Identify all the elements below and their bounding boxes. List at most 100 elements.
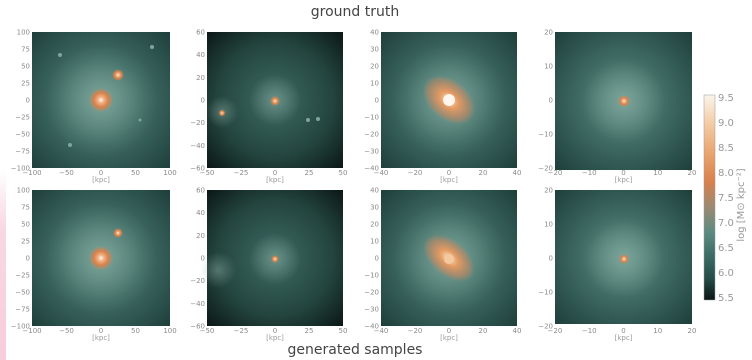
colorbar-tick: 6.0 [718,268,734,279]
x-tick-label: −20 [408,169,423,177]
y-tick-label: −20 [364,131,379,139]
y-tick-label: −40 [190,300,205,308]
y-tick-label: 60 [196,29,205,37]
y-tick-label: −10 [364,272,379,280]
colorbar-tick: 6.5 [718,243,734,254]
y-tick-label: −25 [15,272,30,280]
y-tick-label: 50 [21,221,30,229]
y-tick-label: 40 [370,187,379,195]
x-tick-label: 20 [688,169,697,177]
colorbar-tick: 7.0 [718,218,734,229]
y-tick-label: 20 [544,187,553,195]
x-tick-label: −100 [22,327,41,335]
colorbar: 9.5 9.0 8.5 8.0 7.5 7.0 6.5 6.0 5.5 log [M⊙ kpc⁻… [703,93,747,304]
x-tick-label: −50 [200,169,215,177]
x-tick-label: 100 [163,327,176,335]
y-tick-label: 20 [544,29,553,37]
x-tick-label: 0 [621,327,625,335]
x-axis-unit-label: [kpc] [615,334,633,342]
x-tick-label: −25 [234,169,249,177]
colorbar-tick: 9.0 [718,118,734,129]
y-tick-label: −30 [364,148,379,156]
y-tick-label: −40 [364,165,379,173]
y-tick-label: 10 [544,63,553,71]
y-tick-label: 0 [26,97,30,105]
colorbar-tick: 7.5 [718,193,734,204]
y-tick-label: 0 [549,97,553,105]
x-tick-label: 0 [99,327,103,335]
y-tick-label: 20 [196,232,205,240]
y-tick-label: −75 [15,148,30,156]
y-tick-label: 20 [370,221,379,229]
x-tick-label: 40 [513,327,522,335]
y-tick-label: −20 [190,277,205,285]
x-tick-label: 0 [447,327,451,335]
x-tick-label: −25 [234,327,249,335]
y-tick-label: −20 [538,165,553,173]
y-tick-label: −10 [538,289,553,297]
x-tick-label: −20 [548,327,563,335]
decorative-edge [0,170,6,360]
y-tick-label: 25 [21,80,30,88]
x-tick-label: −10 [582,327,597,335]
y-tick-label: 20 [196,74,205,82]
x-tick-label: −50 [59,169,74,177]
x-tick-label: 50 [339,327,348,335]
panel-generated-3 [381,190,517,326]
y-tick-label: 10 [544,221,553,229]
x-tick-label: 25 [305,169,314,177]
y-tick-label: −50 [15,131,30,139]
x-axis-unit-label: [kpc] [92,176,110,184]
y-tick-label: 0 [375,255,379,263]
x-axis-unit-label: [kpc] [615,176,633,184]
x-tick-label: 20 [688,327,697,335]
x-tick-label: 10 [653,327,662,335]
y-tick-label: 40 [370,29,379,37]
x-axis-unit-label: [kpc] [92,334,110,342]
x-axis-unit-label: [kpc] [440,334,458,342]
x-tick-label: 50 [131,169,140,177]
x-tick-label: 40 [513,169,522,177]
panel-generated-4 [555,190,692,324]
panel-truth-1 [32,32,170,168]
x-tick-label: −40 [374,169,389,177]
x-axis-unit-label: [kpc] [440,176,458,184]
x-axis-unit-label: [kpc] [266,334,284,342]
y-tick-label: 75 [21,46,30,54]
y-tick-label: 30 [370,204,379,212]
x-tick-label: 0 [273,327,277,335]
panel-generated-1 [32,190,170,326]
panel-generated-2 [200,190,343,326]
colorbar-tick: 8.0 [718,168,734,179]
panel-truth-3 [381,32,517,168]
y-tick-label: −60 [190,165,205,173]
y-tick-label: 50 [21,63,30,71]
x-tick-label: −40 [374,327,389,335]
x-tick-label: 10 [653,169,662,177]
y-tick-label: 40 [196,51,205,59]
y-tick-label: 10 [370,238,379,246]
top-caption: ground truth [310,4,400,20]
x-tick-label: 20 [479,169,488,177]
y-tick-label: 0 [201,97,205,105]
y-tick-label: −20 [364,289,379,297]
x-tick-label: 0 [447,169,451,177]
y-tick-label: 0 [201,255,205,263]
x-tick-label: 100 [163,169,176,177]
y-tick-label: −30 [364,306,379,314]
y-tick-label: −100 [11,323,30,331]
x-tick-label: −50 [200,327,215,335]
y-tick-label: 25 [21,238,30,246]
panel-truth-4 [555,32,692,170]
y-tick-label: −10 [538,131,553,139]
y-tick-label: −100 [11,165,30,173]
x-tick-label: −100 [22,169,41,177]
y-tick-label: −20 [538,323,553,331]
colorbar-tick: 5.5 [718,293,734,304]
y-tick-label: 100 [17,29,30,37]
y-tick-label: −40 [190,142,205,150]
x-tick-label: −20 [548,169,563,177]
y-tick-label: −50 [15,289,30,297]
y-tick-label: −75 [15,306,30,314]
